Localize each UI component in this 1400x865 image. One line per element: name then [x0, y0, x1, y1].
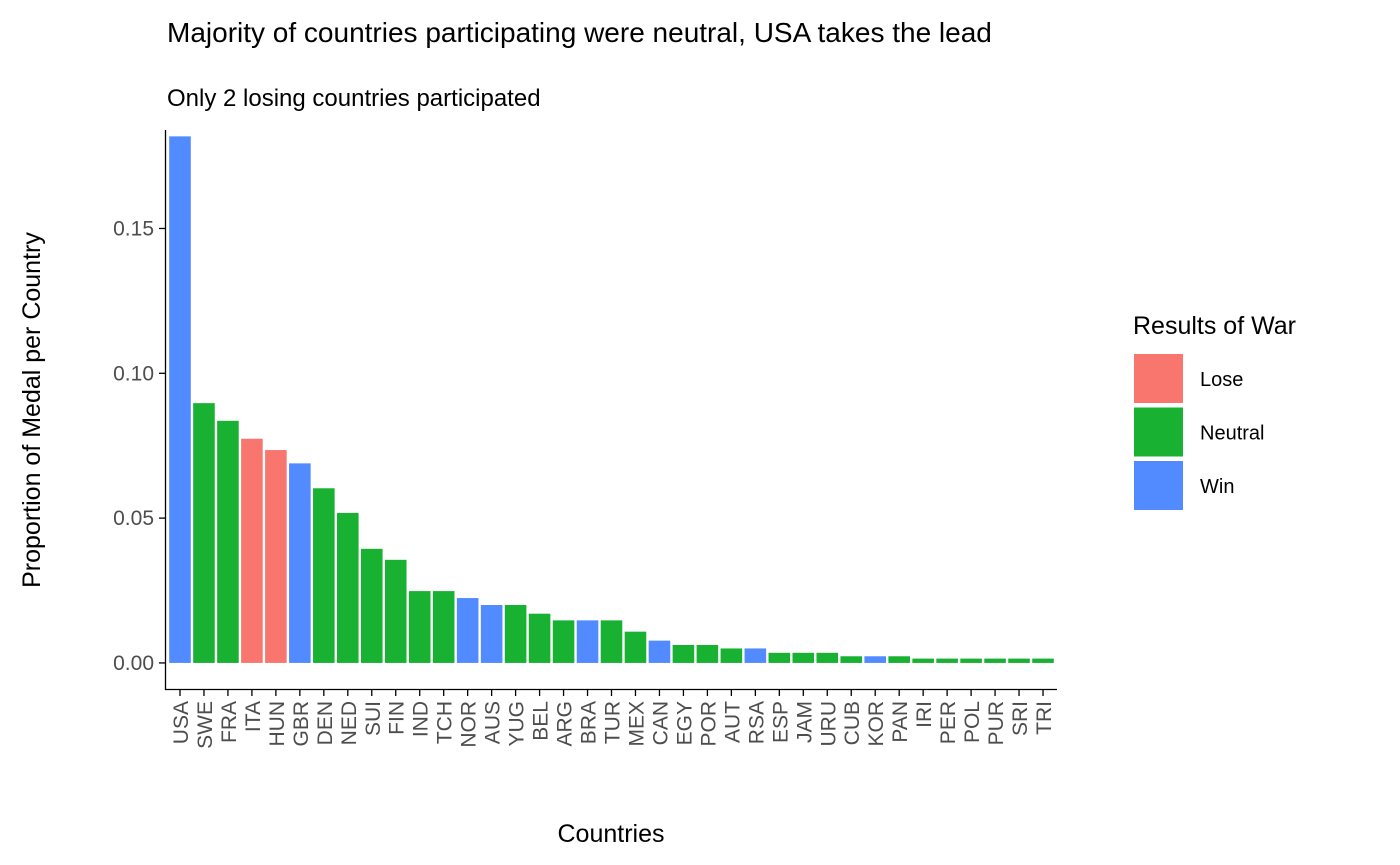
x-axis: USA SWE FRA ITA HUN GBR DEN NED SUI FIN IND TCH NOR A…	[170, 689, 1056, 749]
bar-esp	[768, 652, 791, 663]
x-tick-label: SWE	[194, 701, 217, 749]
x-tick-label: RSA	[745, 701, 768, 744]
x-tick-label: HUN	[266, 701, 289, 747]
bar-tur	[600, 620, 623, 663]
chart-subtitle: Only 2 losing countries participated	[167, 85, 541, 112]
bar-uru	[816, 652, 839, 663]
x-tick-label: TUR	[602, 701, 625, 744]
y-tick-label: 0.05	[113, 507, 154, 530]
y-axis: 0.00 0.05 0.10 0.15	[113, 217, 166, 675]
x-tick-label: BEL	[530, 701, 553, 741]
x-tick-label: ITA	[242, 701, 265, 732]
x-tick-label: SRI	[1009, 701, 1032, 736]
chart-title: Majority of countries participating were…	[167, 17, 992, 48]
legend-label-neutral: Neutral	[1200, 423, 1264, 445]
x-tick-label: ESP	[769, 701, 792, 743]
bar-gbr	[289, 463, 311, 663]
bar-kor	[864, 656, 886, 663]
bar-fin	[384, 559, 407, 663]
bar-tri	[1032, 658, 1054, 663]
legend-label-lose: Lose	[1200, 369, 1243, 391]
bar-usa	[169, 136, 191, 663]
x-tick-label: CAN	[649, 701, 672, 745]
bar-bel	[528, 613, 551, 663]
bar-sui	[360, 548, 383, 663]
x-tick-label: JAM	[793, 701, 816, 743]
bar-hun	[265, 450, 287, 663]
bar-swe	[193, 403, 215, 663]
bar-cub	[840, 656, 863, 663]
x-tick-label: IND	[410, 701, 433, 737]
x-tick-label: EGY	[673, 701, 696, 745]
bar-arg	[552, 620, 575, 663]
x-tick-label: YUG	[506, 701, 529, 747]
bar-nor	[456, 598, 479, 663]
x-tick-label: BRA	[578, 701, 601, 744]
bar-rsa	[744, 648, 767, 663]
bar-den	[313, 488, 335, 663]
bar-yug	[504, 605, 527, 663]
bar-pur	[984, 658, 1006, 663]
bar-por	[696, 644, 719, 663]
bars-group	[169, 136, 1054, 663]
x-tick-label: URU	[817, 701, 840, 747]
legend-key-win	[1134, 461, 1183, 510]
bar-ita	[241, 438, 263, 663]
y-tick-label: 0.15	[113, 217, 154, 240]
legend-key-neutral	[1134, 407, 1183, 457]
bar-iri	[912, 658, 934, 663]
y-axis-title: Proportion of Medal per Country	[18, 232, 46, 588]
bar-aus	[480, 605, 503, 663]
bar-tch	[432, 591, 455, 663]
bar-ind	[408, 591, 431, 663]
x-tick-label: FRA	[218, 701, 241, 743]
bar-fra	[217, 420, 239, 663]
bar-aut	[720, 648, 743, 663]
bar-bra	[576, 620, 599, 663]
bar-pol	[960, 658, 982, 663]
legend-label-win: Win	[1200, 476, 1234, 498]
bar-per	[936, 658, 958, 663]
x-tick-label: IRI	[913, 701, 936, 728]
x-tick-label: PER	[937, 701, 960, 744]
bar-jam	[792, 652, 815, 663]
legend: Results of War Lose Neutral Win	[1133, 312, 1296, 510]
y-tick-label: 0.10	[113, 362, 154, 385]
x-tick-label: SUI	[362, 701, 385, 736]
x-tick-label: AUT	[721, 701, 744, 743]
bar-can	[648, 640, 671, 663]
bar-egy	[672, 644, 695, 663]
x-tick-label: POR	[697, 701, 720, 747]
x-tick-label: NED	[338, 701, 361, 745]
x-tick-label: TRI	[1033, 701, 1056, 735]
bar-pan	[888, 656, 910, 663]
x-tick-label: KOR	[865, 701, 888, 747]
x-tick-label: PAN	[889, 701, 912, 743]
x-tick-label: DEN	[314, 701, 337, 745]
x-tick-label: PUR	[985, 701, 1008, 745]
x-tick-label: ARG	[554, 701, 577, 747]
x-tick-label: CUB	[841, 701, 864, 745]
legend-title: Results of War	[1133, 312, 1296, 340]
x-tick-label: FIN	[386, 701, 409, 735]
x-tick-label: POL	[961, 701, 984, 743]
bar-mex	[624, 631, 647, 663]
x-tick-label: GBR	[290, 701, 313, 747]
bar-ned	[337, 512, 359, 663]
y-tick-label: 0.00	[113, 652, 154, 675]
x-tick-label: TCH	[434, 701, 457, 744]
legend-key-lose	[1134, 354, 1183, 403]
x-axis-title: Countries	[558, 820, 665, 848]
x-tick-label: MEX	[625, 701, 648, 747]
x-tick-label: NOR	[458, 701, 481, 748]
bar-sri	[1008, 658, 1030, 663]
x-tick-label: AUS	[482, 701, 505, 744]
x-tick-label: USA	[170, 701, 193, 744]
